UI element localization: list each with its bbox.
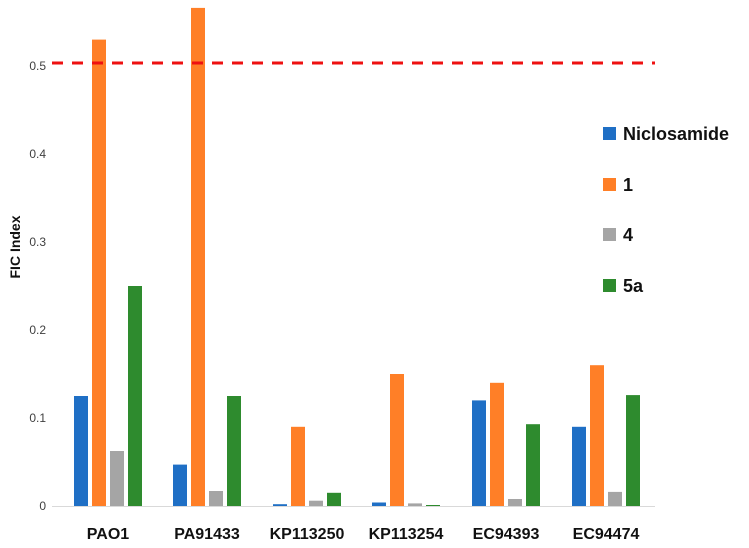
bar-1 (191, 7, 205, 507)
bar-group-pa91433 (173, 7, 241, 507)
x-category-label: KP113250 (270, 526, 345, 543)
bar-niclosamide (273, 504, 287, 506)
bar-4 (110, 451, 124, 506)
y-tick-label: 0.2 (29, 323, 46, 337)
legend-swatch-icon (603, 127, 616, 140)
bar-group-kp113254 (372, 374, 440, 506)
legend-label: Niclosamide (623, 124, 729, 144)
bar-5a (426, 505, 440, 506)
bar-1 (92, 39, 106, 506)
bar-niclosamide (74, 396, 88, 506)
y-tick-label: 0.5 (29, 59, 46, 73)
x-axis: PAO1 PA91433 KP113250 KP113254 EC94393 EC9447… (52, 506, 655, 543)
legend-item-4: 4 (603, 225, 633, 245)
x-category-label: KP113254 (369, 526, 444, 543)
bar-5a (227, 396, 241, 506)
legend-swatch-icon (603, 279, 616, 292)
legend-item-niclosamide: Niclosamide (603, 124, 729, 144)
bar-niclosamide (372, 502, 386, 506)
bar-5a (626, 395, 640, 506)
x-category-label: EC94393 (473, 526, 540, 543)
x-category-label: PAO1 (87, 526, 129, 543)
bar-group-kp113250 (273, 426, 341, 506)
bar-4 (408, 503, 422, 506)
x-category-label: EC94474 (573, 526, 640, 543)
y-tick-label: 0 (39, 499, 46, 513)
bar-niclosamide (572, 426, 586, 506)
legend-item-5a: 5a (603, 276, 644, 296)
x-category-label: PA91433 (174, 526, 240, 543)
bar-1 (390, 374, 404, 506)
bar-4 (209, 491, 223, 506)
legend-label: 1 (623, 175, 633, 195)
bar-5a (128, 286, 142, 506)
bar-1 (490, 382, 504, 506)
bar-4 (508, 499, 522, 506)
bar-1 (291, 426, 305, 506)
legend: Niclosamide 1 4 5a (603, 124, 729, 296)
y-tick-label: 0.4 (29, 147, 46, 161)
y-axis: 0 0.1 0.2 0.3 0.4 0.5 (29, 59, 46, 513)
bar-group-ec94474 (572, 365, 640, 506)
bar-niclosamide (472, 400, 486, 506)
bar-1 (590, 365, 604, 506)
bar-5a (526, 424, 540, 506)
bar-group-ec94393 (472, 382, 540, 506)
bar-niclosamide (173, 464, 187, 506)
legend-item-1: 1 (603, 175, 633, 195)
legend-label: 5a (623, 276, 644, 296)
bar-5a (327, 492, 341, 506)
bar-4 (309, 500, 323, 506)
bar-series (74, 7, 640, 507)
legend-swatch-icon (603, 178, 616, 191)
legend-label: 4 (623, 225, 633, 245)
legend-swatch-icon (603, 228, 616, 241)
bar-group-pao1 (74, 39, 142, 506)
y-tick-label: 0.3 (29, 235, 46, 249)
bar-4 (608, 491, 622, 506)
y-axis-title: FIC Index (7, 215, 23, 278)
y-tick-label: 0.1 (29, 411, 46, 425)
